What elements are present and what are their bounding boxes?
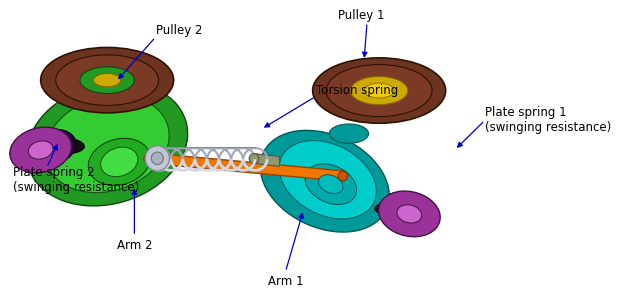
Ellipse shape <box>330 124 368 143</box>
Ellipse shape <box>338 171 348 181</box>
Ellipse shape <box>376 193 422 229</box>
Polygon shape <box>291 168 376 203</box>
Text: Arm 2: Arm 2 <box>117 239 152 252</box>
Ellipse shape <box>56 55 159 105</box>
Ellipse shape <box>144 153 155 164</box>
Ellipse shape <box>88 138 150 185</box>
Ellipse shape <box>326 64 432 117</box>
Ellipse shape <box>27 82 187 206</box>
Ellipse shape <box>29 141 53 159</box>
Ellipse shape <box>41 47 173 113</box>
Ellipse shape <box>30 129 76 165</box>
Ellipse shape <box>312 58 446 123</box>
Ellipse shape <box>279 140 377 219</box>
Ellipse shape <box>351 76 408 105</box>
Ellipse shape <box>375 201 414 215</box>
Ellipse shape <box>39 137 84 154</box>
Ellipse shape <box>319 175 343 194</box>
Ellipse shape <box>93 74 121 87</box>
Ellipse shape <box>260 130 389 232</box>
Ellipse shape <box>364 83 394 98</box>
Ellipse shape <box>80 67 135 94</box>
Text: Arm 1: Arm 1 <box>268 275 303 288</box>
Polygon shape <box>254 154 279 166</box>
Polygon shape <box>53 80 161 97</box>
Ellipse shape <box>249 154 259 164</box>
Text: Torsion spring: Torsion spring <box>316 83 398 97</box>
Text: Pulley 2: Pulley 2 <box>156 24 202 37</box>
Text: Plate spring 1
(swinging resistance): Plate spring 1 (swinging resistance) <box>485 106 611 134</box>
Polygon shape <box>324 91 434 107</box>
Ellipse shape <box>305 164 357 205</box>
Ellipse shape <box>151 152 163 165</box>
Ellipse shape <box>397 205 422 223</box>
Ellipse shape <box>378 191 440 237</box>
Ellipse shape <box>145 146 170 171</box>
Polygon shape <box>149 153 343 181</box>
Ellipse shape <box>10 127 72 173</box>
Ellipse shape <box>45 95 169 193</box>
Text: Plate spring 2
(swinging resistance): Plate spring 2 (swinging resistance) <box>13 166 140 194</box>
Ellipse shape <box>100 147 138 177</box>
Text: Pulley 1: Pulley 1 <box>338 9 384 22</box>
